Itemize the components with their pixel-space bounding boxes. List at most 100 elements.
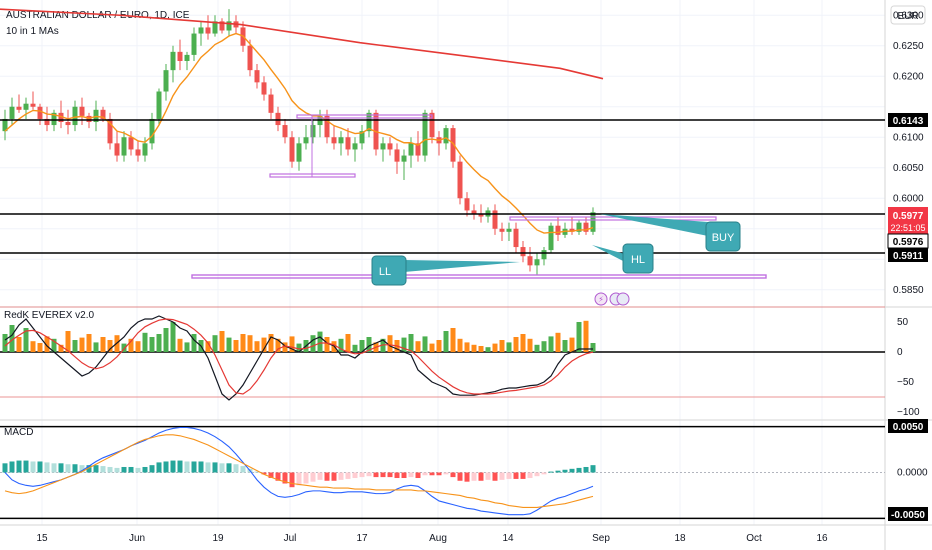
consolidation-band[interactable] bbox=[509, 216, 717, 221]
everex-bar bbox=[72, 340, 78, 352]
candle-body bbox=[450, 128, 456, 162]
candle-body bbox=[79, 106, 85, 116]
currency-label: EUR bbox=[897, 11, 918, 22]
hl-callout[interactable]: HL bbox=[592, 243, 654, 274]
candle-body bbox=[310, 125, 316, 138]
macd-histogram-bar bbox=[156, 462, 162, 473]
everex-bar bbox=[2, 334, 8, 352]
candle-body bbox=[121, 137, 127, 156]
candle-body bbox=[408, 143, 414, 156]
price-axis-label: 0.6200 bbox=[893, 71, 924, 82]
macd-histogram-bar bbox=[30, 461, 36, 473]
price-tag-low: 0.5911 bbox=[888, 248, 928, 262]
candle-body bbox=[191, 33, 197, 55]
candle-body bbox=[415, 143, 421, 156]
macd-tag-lower-text: -0.0050 bbox=[891, 510, 925, 521]
everex-bar bbox=[128, 338, 134, 352]
everex-bar bbox=[170, 322, 176, 352]
everex-bar bbox=[492, 343, 498, 352]
ma-long-line bbox=[0, 8, 604, 80]
macd-histogram-bar bbox=[142, 466, 148, 473]
macd-histogram-bar bbox=[198, 461, 204, 473]
macd-tag-lower: -0.0050 bbox=[888, 507, 928, 521]
macd-histogram-bar bbox=[254, 471, 260, 473]
candle-body bbox=[247, 45, 253, 71]
everex-bar bbox=[86, 334, 92, 352]
event-icons[interactable]: ⚡ bbox=[594, 292, 630, 306]
candle-body bbox=[72, 106, 78, 126]
symbol-title[interactable]: AUSTRALIAN DOLLAR / EURO, 1D, ICE bbox=[6, 10, 190, 21]
macd-histogram-bar bbox=[121, 466, 127, 473]
macd-histogram-bar bbox=[205, 462, 211, 473]
macd-histogram-bar bbox=[72, 464, 78, 473]
candle-body bbox=[30, 103, 36, 107]
candle-body bbox=[268, 94, 274, 113]
candle-body bbox=[366, 112, 372, 132]
candle-body bbox=[541, 250, 547, 260]
macd-histogram-bar bbox=[590, 465, 596, 473]
countdown-text: 22:51:05 bbox=[890, 223, 925, 233]
range-top-band[interactable] bbox=[296, 114, 433, 119]
candle-body bbox=[443, 128, 449, 144]
candle-body bbox=[569, 228, 575, 232]
candle-body bbox=[471, 210, 477, 214]
support-zone-band[interactable] bbox=[191, 274, 767, 279]
macd-histogram-bar bbox=[492, 472, 498, 481]
macd-histogram-bar bbox=[541, 472, 547, 475]
buy-callout[interactable]: BUY bbox=[600, 214, 741, 252]
macd-histogram-bar bbox=[408, 472, 414, 478]
candle-body bbox=[163, 70, 169, 92]
candle-body bbox=[184, 54, 190, 61]
price-pane bbox=[0, 8, 604, 275]
macd-title[interactable]: MACD bbox=[4, 427, 33, 438]
candle-body bbox=[9, 106, 15, 119]
candle-body bbox=[51, 112, 57, 126]
everex-axis-label: −50 bbox=[897, 377, 914, 388]
price-axis-label: 0.6300 bbox=[893, 10, 924, 21]
everex-bar bbox=[79, 337, 85, 352]
candle-body bbox=[394, 149, 400, 162]
last-price-text: 0.5977 bbox=[893, 211, 924, 222]
everex-bar bbox=[387, 335, 393, 352]
everex-bar bbox=[457, 338, 463, 352]
lightning-icon[interactable] bbox=[594, 292, 608, 306]
ll-callout-text: LL bbox=[379, 266, 391, 278]
everex-bar bbox=[415, 341, 421, 352]
everex-axis-label: 0 bbox=[897, 347, 903, 358]
everex-bar bbox=[499, 340, 505, 352]
time-axis-label: Jun bbox=[129, 533, 145, 544]
ma-indicator-label[interactable]: 10 in 1 MAs bbox=[6, 26, 59, 37]
macd-histogram-bar bbox=[16, 460, 22, 473]
everex-axis-label: −100 bbox=[897, 407, 920, 418]
everex-bar bbox=[422, 336, 428, 352]
flag-icon-2[interactable] bbox=[616, 292, 630, 306]
everex-bar bbox=[149, 337, 155, 352]
everex-bar bbox=[51, 338, 57, 352]
last-price-tag: 0.5977 22:51:05 bbox=[888, 207, 928, 235]
everex-bar bbox=[65, 331, 71, 352]
last-price-tag-bg bbox=[888, 207, 928, 235]
candle-body bbox=[142, 143, 148, 156]
macd-histogram-bar bbox=[268, 472, 274, 479]
macd-histogram-bar bbox=[212, 462, 218, 473]
everex-bar bbox=[275, 338, 281, 352]
everex-bar bbox=[9, 325, 15, 352]
candle-body bbox=[275, 112, 281, 126]
everex-bar bbox=[471, 344, 477, 352]
macd-histogram-bar bbox=[177, 460, 183, 473]
macd-histogram-bar bbox=[226, 463, 232, 473]
macd-histogram-bar bbox=[86, 465, 92, 473]
candle-body bbox=[205, 27, 211, 34]
everex-bar bbox=[184, 342, 190, 352]
currency-box[interactable] bbox=[890, 5, 926, 25]
candle-body bbox=[149, 118, 155, 144]
candle-body bbox=[44, 118, 50, 126]
everex-title[interactable]: RedK EVEREX v2.0 bbox=[4, 310, 94, 321]
ll-callout[interactable]: LL bbox=[371, 255, 520, 286]
price-axis-label: 0.5850 bbox=[893, 285, 924, 296]
candle-body bbox=[590, 212, 596, 232]
candle-body bbox=[324, 115, 330, 138]
macd-histogram-bar bbox=[548, 471, 554, 473]
everex-bar bbox=[359, 340, 365, 352]
candle-body bbox=[289, 137, 295, 162]
